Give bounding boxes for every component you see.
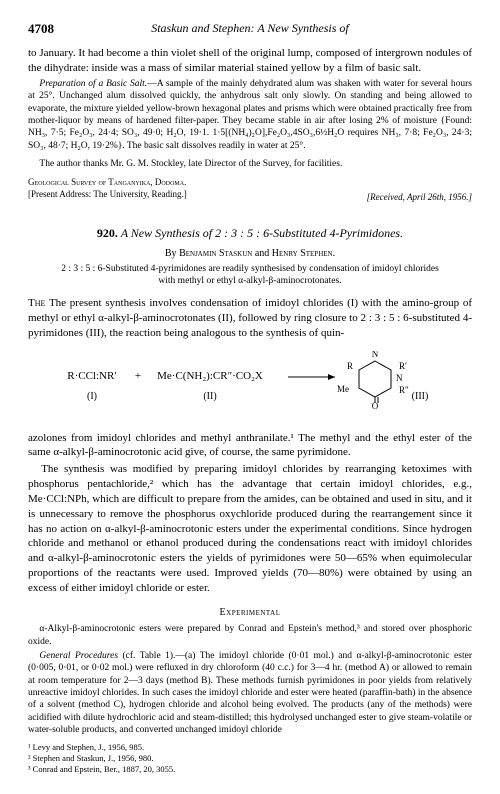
arrow-head bbox=[328, 374, 335, 380]
body-p3: The synthesis was modified by preparing … bbox=[28, 462, 472, 596]
prev-article-p1: to January. It had become a thin violet … bbox=[28, 46, 472, 76]
experimental-heading: Experimental bbox=[28, 606, 472, 620]
author-2: Henry Stephen. bbox=[272, 248, 335, 259]
svg-text:R″: R″ bbox=[399, 385, 409, 395]
svg-text:N: N bbox=[396, 373, 403, 383]
exp-p2: General Procedures (cf. Table 1).—(a) Th… bbox=[28, 650, 472, 736]
author-1: Benjamin Staskun bbox=[179, 248, 252, 259]
page-number: 4708 bbox=[28, 20, 54, 38]
reaction-scheme: R·CCl:NR′ (I) + Me·C(NH₂):CR″·CO₂X (II) … bbox=[28, 351, 472, 421]
product-ring: N R R′ N Me R″ O bbox=[337, 351, 409, 411]
authors-line: By Benjamin Staskun and Henry Stephen. bbox=[28, 247, 472, 261]
article-title-text: A New Synthesis of 2 : 3 : 5 : 6-Substit… bbox=[121, 226, 403, 240]
ref-1: ¹ Levy and Stephen, J., 1956, 985. bbox=[28, 742, 472, 753]
abstract: 2 : 3 : 5 : 6-Substituted 4-pyrimidones … bbox=[58, 264, 442, 288]
prep-body: —A sample of the mainly dehydrated alum … bbox=[28, 79, 472, 151]
reactant-1: R·CCl:NR′ bbox=[67, 370, 116, 382]
reactant-2: Me·C(NH₂):CR″·CO₂X bbox=[157, 370, 263, 382]
label-3: (III) bbox=[412, 391, 429, 402]
by-word: By bbox=[165, 248, 177, 259]
label-1: (I) bbox=[87, 391, 97, 402]
running-header: 4708 Staskun and Stephen: A New Synthesi… bbox=[28, 20, 472, 36]
ref-3: ³ Conrad and Epstein, Ber., 1887, 20, 30… bbox=[28, 764, 472, 775]
address-line2: [Present Address: The University, Readin… bbox=[28, 189, 187, 199]
thanks: The author thanks Mr. G. M. Stockley, la… bbox=[28, 158, 472, 170]
ref-2: ² Stephen and Staskun, J., 1956, 980. bbox=[28, 753, 472, 764]
article-number: 920. bbox=[97, 226, 118, 240]
exp-p2-body: (cf. Table 1).—(a) The imidoyl chloride … bbox=[28, 651, 472, 735]
exp-p2-heading: General Procedures bbox=[39, 651, 118, 661]
prev-article-p2: Preparation of a Basic Salt.—A sample of… bbox=[28, 78, 472, 152]
body-p1-text: The present synthesis involves condensat… bbox=[28, 297, 472, 339]
svg-text:R: R bbox=[347, 361, 353, 371]
svg-text:N: N bbox=[372, 351, 379, 359]
prep-heading: Preparation of a Basic Salt. bbox=[39, 79, 147, 89]
exp-p1: α-Alkyl-β-aminocrotonic esters were prep… bbox=[28, 623, 472, 648]
svg-text:R′: R′ bbox=[399, 361, 407, 371]
article-title: 920. A New Synthesis of 2 : 3 : 5 : 6-Su… bbox=[28, 225, 472, 241]
address-line1: Geological Survey of Tanganyika, Dodoma. bbox=[28, 177, 186, 187]
label-2: (II) bbox=[203, 391, 216, 402]
and-word: and bbox=[255, 248, 269, 259]
running-title: Staskun and Stephen: A New Synthesis of bbox=[151, 21, 349, 35]
svg-text:Me: Me bbox=[337, 384, 349, 394]
references: ¹ Levy and Stephen, J., 1956, 985. ² Ste… bbox=[28, 742, 472, 774]
body-p2: azolones from imidoyl chlorides and meth… bbox=[28, 431, 472, 461]
plus-sign: + bbox=[135, 370, 141, 382]
body-p1: The The present synthesis involves conde… bbox=[28, 296, 472, 341]
